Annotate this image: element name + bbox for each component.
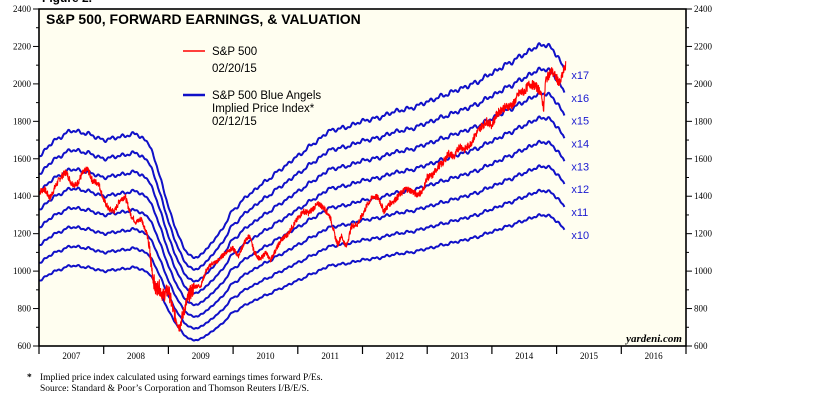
multiple-label-x17: x17 [571,70,589,82]
x-tick-label: 2007 [62,351,81,361]
y-tick-label-left: 2400 [13,4,32,14]
footnote-line-1: Implied price index calculated using for… [40,373,323,383]
y-tick-label-right: 1400 [694,191,713,201]
y-tick-label-left: 2000 [13,79,32,89]
x-tick-label: 2013 [451,351,470,361]
blue-angels-line-x14 [38,115,566,295]
y-tick-label-left: 1000 [13,266,32,276]
blue-angels-line-x13 [38,139,566,307]
y-tick-label-right: 1200 [694,229,713,239]
legend-sp500-name: S&P 500 [212,46,257,58]
multiple-label-x16: x16 [571,93,589,105]
y-tick-label-left: 2200 [13,41,32,51]
multiple-label-x14: x14 [571,139,589,151]
y-tick-label-right: 1000 [694,266,713,276]
legend-sp500-date: 02/20/15 [212,63,257,75]
footnote-marker: * [27,373,32,383]
y-tick-label-right: 800 [694,304,708,314]
y-axis-right: 600 800 1000 1200 1400 1600 1800 2000 2200 2400 [686,4,713,351]
multiple-label-x12: x12 [571,184,589,196]
blue-angels-lines [38,42,566,342]
x-tick-label: 2014 [515,351,534,361]
y-tick-label-left: 1600 [13,154,32,164]
y-tick-label-left: 1800 [13,116,32,126]
y-tick-label-left: 1200 [13,229,32,239]
sp500-line-group [38,61,567,332]
plot-area [39,9,686,346]
footnote-line-2: Source: Standard & Poor’s Corporation an… [40,384,310,394]
watermark: yardeni.com [624,333,682,345]
legend: S&P 500 02/20/15 S&P 500 Blue Angels Imp… [183,46,321,128]
x-tick-label: 2009 [192,351,211,361]
x-tick-label: 2011 [321,351,339,361]
blue-angels-line-x10 [38,213,566,342]
multiple-label-x11: x11 [571,207,588,219]
x-tick-label: 2016 [645,351,664,361]
blue-angels-line-x15 [38,91,566,283]
multiple-label-x10: x10 [571,230,589,242]
legend-blue-angels-subtitle: Implied Price Index* [212,103,315,115]
x-tick-label: 2010 [256,351,275,361]
blue-angels-line-x17 [38,42,566,259]
figure-label: Figure 2. [42,0,92,5]
multiple-label-x13: x13 [571,161,589,173]
legend-blue-angels-name: S&P 500 Blue Angels [212,90,321,102]
chart-title: S&P 500, FORWARD EARNINGS, & VALUATION [46,11,361,27]
y-tick-label-right: 600 [694,341,708,351]
blue-angels-line-x16 [38,66,566,271]
x-tick-label: 2008 [127,351,146,361]
y-tick-label-right: 1800 [694,116,713,126]
y-tick-label-left: 1400 [13,191,32,201]
y-axis-left: 600 800 1000 1200 1400 1600 1800 2000 2200 2400 [13,4,39,351]
y-tick-label-right: 1600 [694,154,713,164]
x-tick-label: 2015 [580,351,599,361]
x-axis: 2007 2008 2009 2010 2011 2012 2013 2014 2015 2016 [38,346,687,361]
y-tick-label-left: 800 [18,304,32,314]
sp500-line [38,61,567,332]
blue-angels-line-x11 [38,188,566,330]
plot-frame [38,8,687,347]
multiple-labels: x10 x11 x12 x13 x14 x15 x16 x17 [571,70,589,242]
multiple-label-x15: x15 [571,116,589,128]
x-tick-label: 2012 [386,351,404,361]
y-tick-label-right: 2200 [694,41,713,51]
y-tick-label-left: 600 [18,341,32,351]
footnote: * Implied price index calculated using f… [27,373,323,395]
blue-angels-line-x12 [38,164,566,318]
legend-blue-angels-date: 02/12/15 [212,116,257,128]
y-tick-label-right: 2400 [694,4,713,14]
y-tick-label-right: 2000 [694,79,713,89]
